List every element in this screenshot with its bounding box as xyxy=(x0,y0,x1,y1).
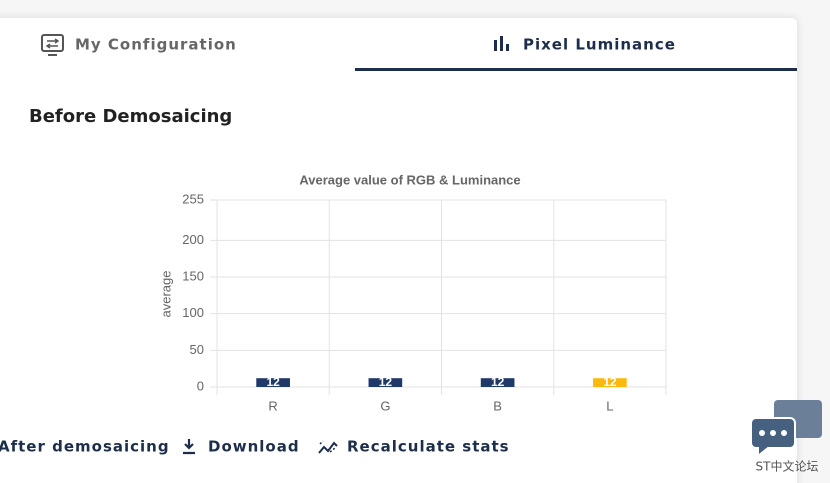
button[interactable]: After demosaicing xyxy=(0,438,170,456)
x-tick-label: B xyxy=(493,398,502,413)
tab-label: My Configuration xyxy=(75,36,237,54)
x-tick-label: L xyxy=(606,398,613,413)
tab-underline xyxy=(355,68,797,71)
card xyxy=(0,18,797,483)
chart: 0 50 100 150 200 255 R 12 G 12 B 12 L 12 xyxy=(182,191,667,413)
tab-luminance[interactable]: Pixel Luminance xyxy=(494,36,676,54)
button-label: After demosaicing xyxy=(0,438,170,456)
bar xyxy=(256,378,290,387)
tab-label: Pixel Luminance xyxy=(523,36,676,54)
data-label: 12 xyxy=(603,375,617,389)
watermark-text: ST中文论坛 xyxy=(756,459,819,474)
y-tick-label: 100 xyxy=(182,305,204,320)
section-heading: Before Demosaicing xyxy=(29,106,232,127)
bar xyxy=(593,378,627,387)
chart-title: Average value of RGB & Luminance xyxy=(299,172,520,187)
button-label: Download xyxy=(208,438,300,456)
y-tick-label: 0 xyxy=(197,378,204,393)
button[interactable]: Download xyxy=(183,438,300,456)
data-label: 12 xyxy=(379,375,393,389)
y-axis-label: average xyxy=(158,271,173,318)
bar xyxy=(480,378,515,387)
data-label: 12 xyxy=(491,375,505,389)
y-tick-label: 150 xyxy=(182,268,204,283)
bar xyxy=(368,378,403,387)
x-tick-label: R xyxy=(268,398,277,413)
button-label: Recalculate stats xyxy=(347,438,510,456)
x-tick-label: G xyxy=(380,398,390,413)
tab-config[interactable]: My Configuration xyxy=(41,34,237,56)
y-tick-label: 200 xyxy=(182,232,204,247)
data-label: 12 xyxy=(266,375,280,389)
y-tick-label: 255 xyxy=(182,191,204,206)
watermark: ST中文论坛 xyxy=(750,400,822,474)
y-tick-label: 50 xyxy=(190,342,204,357)
button[interactable]: Recalculate stats xyxy=(318,438,510,456)
